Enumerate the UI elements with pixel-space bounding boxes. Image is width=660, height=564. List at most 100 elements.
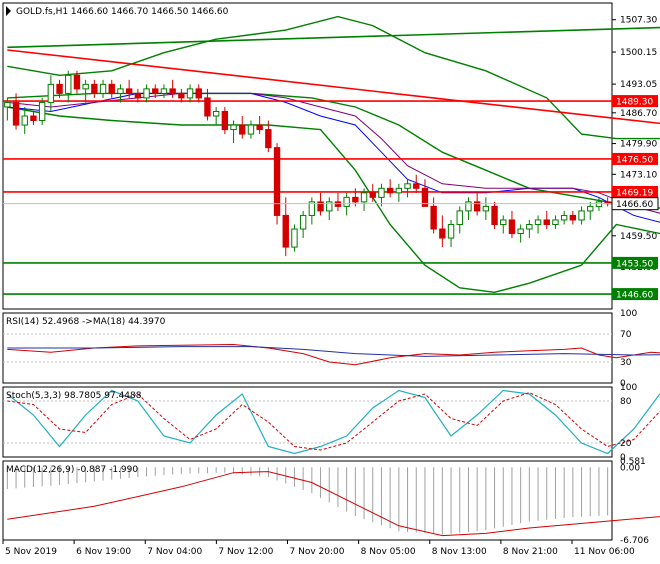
candle-body (247, 124, 255, 135)
candle-body (508, 219, 516, 235)
candle-body (543, 219, 550, 225)
price-panel-frame (2, 2, 613, 310)
candle-body (421, 187, 429, 207)
price-tick-label: 1500.15 (620, 48, 657, 58)
price-header: GOLD.fs,H1 1466.60 1466.70 1466.50 1466.… (16, 7, 229, 17)
upper-band-line (7, 15, 660, 140)
time-tick-label: 8 Nov 13:00 (432, 547, 487, 557)
candle-body (526, 223, 533, 230)
stoch-tick-label: 0 (620, 453, 626, 463)
candle-body (447, 223, 455, 239)
candle-body (230, 124, 237, 131)
candle-body (308, 201, 316, 216)
candle-body (186, 88, 194, 99)
level-badge (612, 185, 658, 198)
candle-body (326, 201, 333, 212)
time-tick-label: 6 Nov 19:00 (76, 547, 131, 557)
level-badge (612, 95, 658, 108)
candle-body (560, 214, 568, 221)
candle-body (134, 92, 142, 99)
candle-body (38, 101, 46, 122)
candle-body (534, 219, 542, 225)
slow-ma-line (7, 92, 660, 214)
candle-body (265, 129, 272, 149)
candle-body (30, 115, 37, 122)
candle-body (273, 147, 281, 216)
rsi-tick-label: 0 (620, 379, 626, 389)
candle-body (517, 228, 524, 235)
level-badge-label: 1446.60 (616, 291, 653, 301)
candle-body (456, 210, 463, 225)
level-badge (612, 288, 658, 301)
candle-body (439, 228, 446, 239)
candle-body (125, 88, 133, 94)
macd-tick-label: 0.00 (620, 463, 640, 473)
candle-body (108, 83, 115, 94)
rsi-tick-label: 100 (620, 309, 637, 319)
candle-body (47, 83, 55, 103)
stoch-panel-frame (2, 386, 613, 458)
candle-body (578, 210, 585, 221)
time-tick-label: 8 Nov 21:00 (503, 547, 558, 557)
candle-body (482, 205, 490, 212)
price-tick-label: 1473.10 (620, 170, 657, 180)
stoch-signal-line (7, 392, 660, 451)
time-tick-label: 7 Nov 04:00 (147, 547, 202, 557)
candle-body (569, 214, 577, 221)
candle-body (465, 201, 472, 212)
level-badge-label: 1453.50 (616, 259, 653, 269)
lower-band-line (7, 106, 660, 294)
stoch-tick-label: 100 (620, 383, 637, 393)
candle-body (500, 219, 507, 225)
candle-body (178, 92, 185, 99)
candle-body (587, 205, 594, 212)
macd-header: MACD(12,26,9) -0.887 -1.990 (6, 465, 138, 475)
channel-trendline (7, 26, 660, 49)
time-tick-label: 5 Nov 2019 (5, 547, 57, 557)
time-tick-label: 8 Nov 05:00 (361, 547, 416, 557)
stoch-tick-label: 80 (620, 397, 632, 407)
candle-body (143, 88, 150, 99)
candle-body (395, 187, 403, 194)
rsi-header: RSI(14) 52.4968 ->MA(18) 44.3970 (6, 317, 166, 327)
level-badge-label: 1469.19 (616, 188, 653, 198)
candle-body (256, 124, 263, 131)
candle-body (473, 201, 481, 212)
last-price-badge (611, 197, 659, 211)
time-tick-label: 7 Nov 20:00 (290, 547, 345, 557)
last-price-label: 1466.60 (616, 200, 653, 210)
candle-body (4, 101, 11, 108)
candle-body (82, 83, 89, 90)
candle-body (282, 214, 289, 248)
candle-body (491, 205, 498, 225)
candle-body (65, 74, 72, 94)
price-tick-label: 1479.90 (620, 140, 657, 150)
macd-tick-label: -6.706 (620, 536, 649, 546)
candle-body (212, 110, 220, 117)
rsi-tick-label: 70 (620, 330, 632, 340)
collapse-arrow-icon (6, 6, 11, 16)
level-badge (612, 256, 658, 269)
candle-body (552, 219, 559, 225)
candle-body (160, 88, 168, 94)
candle-body (369, 192, 376, 198)
macd-signal-line (7, 471, 660, 537)
candle-body (360, 192, 368, 203)
rsi-line (7, 343, 660, 366)
candle-body (117, 88, 124, 94)
candle-body (386, 187, 394, 194)
candle-body (21, 115, 28, 126)
candle-body (404, 183, 411, 189)
candle-body (169, 88, 176, 94)
candle-body (343, 196, 350, 207)
candle-body (378, 187, 385, 198)
candle-body (221, 110, 229, 131)
candle-body (239, 124, 246, 135)
rsi-ma-line (7, 346, 660, 357)
level-badge-label: 1476.50 (616, 155, 653, 165)
candle-body (73, 74, 81, 90)
candle-body (56, 83, 63, 94)
candle-body (413, 183, 420, 189)
